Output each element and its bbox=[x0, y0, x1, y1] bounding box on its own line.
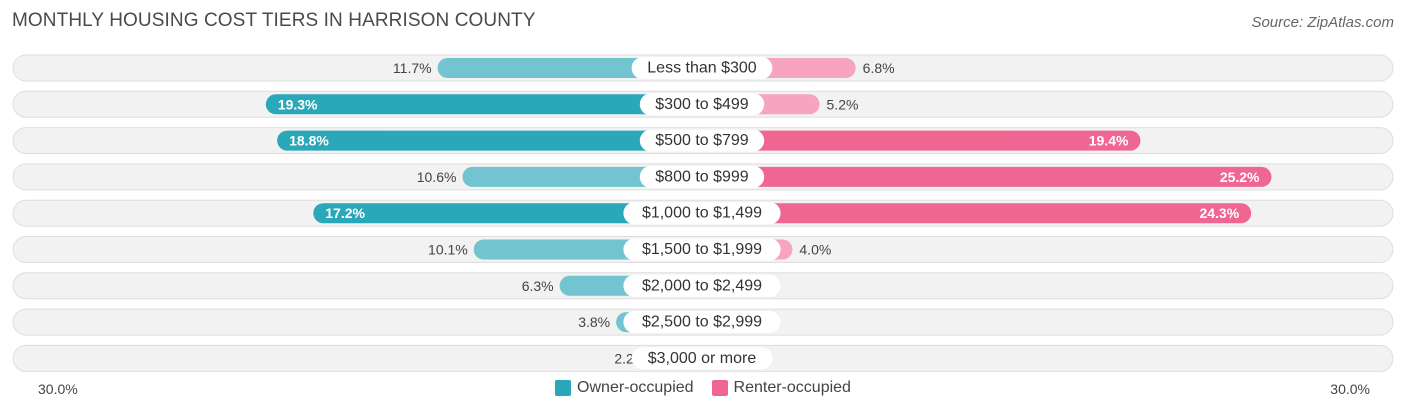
legend-item-renter: Renter-occupied bbox=[711, 379, 851, 397]
category-pill bbox=[639, 129, 765, 152]
owner-bar bbox=[265, 94, 702, 115]
owner-value-label: 11.7% bbox=[393, 60, 432, 76]
legend-label-renter: Renter-occupied bbox=[733, 379, 851, 396]
owner-value-label: 3.8% bbox=[578, 314, 610, 330]
renter-value-label: 4.0% bbox=[799, 242, 831, 258]
owner-bar bbox=[313, 203, 702, 224]
chart-source: Source: ZipAtlas.com bbox=[1251, 14, 1394, 31]
category-label: $500 to $799 bbox=[655, 132, 749, 149]
renter-value-label: 6.8% bbox=[863, 60, 895, 76]
category-pill bbox=[623, 311, 781, 334]
legend-label-owner: Owner-occupied bbox=[577, 379, 694, 396]
axis-left-label: 30.0% bbox=[38, 381, 78, 397]
category-label: $3,000 or more bbox=[648, 350, 757, 367]
category-label: $800 to $999 bbox=[655, 168, 749, 185]
renter-bar bbox=[702, 130, 1141, 151]
owner-value-label: 18.8% bbox=[289, 133, 329, 149]
owner-value-label: 17.2% bbox=[325, 205, 365, 221]
legend-item-owner: Owner-occupied bbox=[555, 379, 694, 397]
category-label: $2,000 to $2,499 bbox=[642, 277, 762, 294]
axis-right-label: 30.0% bbox=[1330, 381, 1370, 397]
category-label: $300 to $499 bbox=[655, 96, 749, 113]
category-pill bbox=[623, 274, 781, 297]
legend-swatch-owner bbox=[555, 380, 572, 396]
legend-swatch-renter bbox=[711, 380, 728, 396]
category-pill bbox=[639, 165, 765, 188]
category-pill bbox=[639, 93, 765, 116]
category-pill bbox=[631, 57, 773, 79]
category-label: $1,000 to $1,499 bbox=[642, 205, 762, 222]
category-pill bbox=[623, 202, 781, 225]
category-label: Less than $300 bbox=[647, 60, 757, 77]
category-pill bbox=[631, 347, 773, 370]
category-pill bbox=[623, 238, 781, 261]
renter-value-label: 5.2% bbox=[827, 96, 859, 112]
legend: Owner-occupied Renter-occupied bbox=[0, 379, 1406, 397]
renter-bar bbox=[702, 203, 1252, 224]
renter-value-label: 25.2% bbox=[1220, 169, 1260, 185]
chart-title: MONTHLY HOUSING COST TIERS IN HARRISON C… bbox=[12, 10, 536, 31]
category-label: $1,500 to $1,999 bbox=[642, 241, 762, 258]
renter-bar bbox=[702, 166, 1272, 187]
owner-value-label: 10.1% bbox=[428, 242, 468, 258]
owner-value-label: 6.3% bbox=[522, 278, 554, 294]
renter-value-label: 24.3% bbox=[1199, 205, 1239, 221]
owner-value-label: 10.6% bbox=[417, 169, 457, 185]
category-label: $2,500 to $2,999 bbox=[642, 314, 762, 331]
owner-bar bbox=[277, 130, 702, 151]
renter-value-label: 19.4% bbox=[1089, 133, 1129, 149]
owner-value-label: 19.3% bbox=[278, 96, 318, 112]
